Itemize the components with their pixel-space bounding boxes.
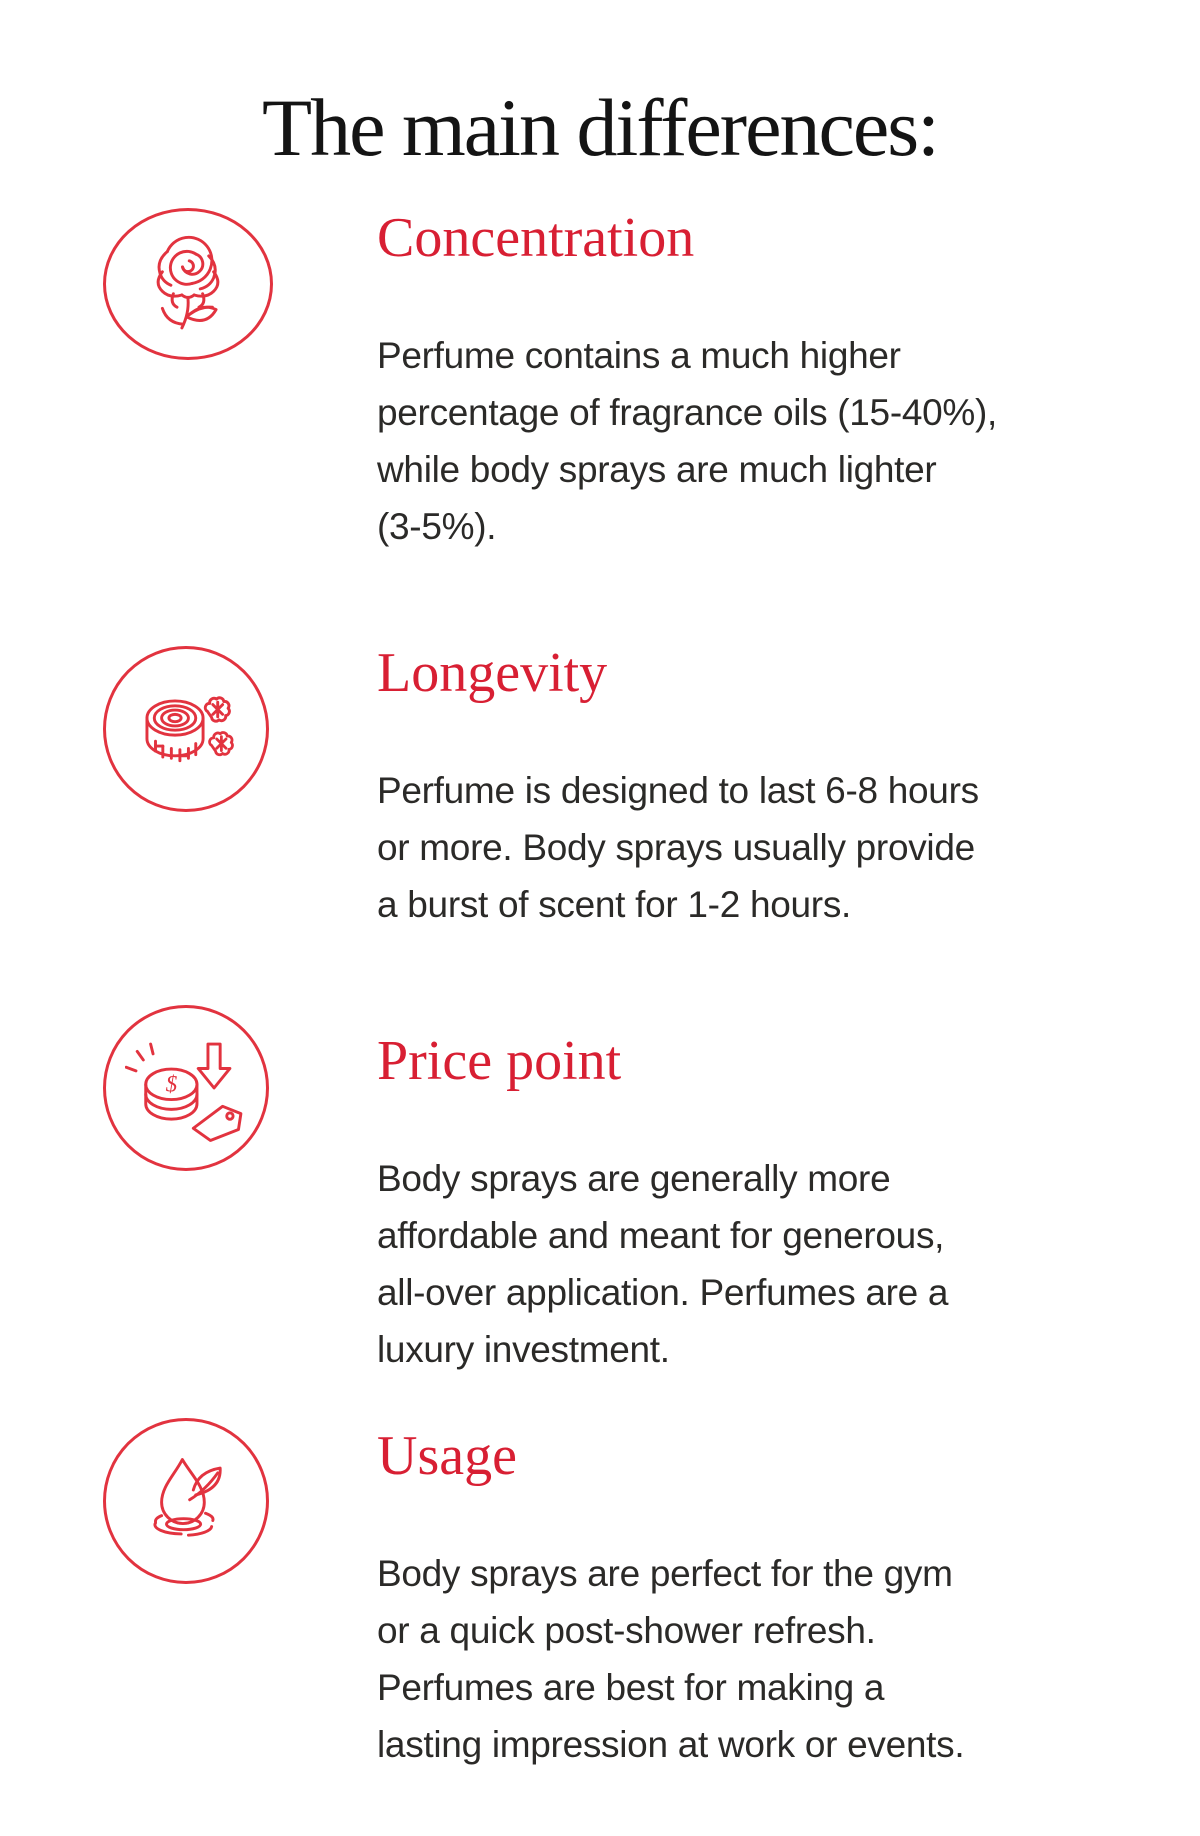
section-price-point: $ Price point Body sprays are generally …	[0, 1005, 1200, 1419]
section-concentration: Concentration Perfume contains a much hi…	[0, 196, 1200, 596]
section-longevity: Longevity Perfume is designed to last 6-…	[0, 631, 1200, 1031]
section-paragraph: Body sprays are generally more affordabl…	[377, 1158, 949, 1370]
section-heading: Usage	[377, 1425, 517, 1487]
section-heading: Longevity	[377, 642, 608, 704]
concentration-icon-circle	[103, 208, 273, 360]
section-heading: Price point	[377, 1030, 622, 1092]
section-paragraph: Perfume is designed to last 6-8 hours or…	[377, 770, 979, 925]
droplet-leaf-icon	[153, 1458, 222, 1537]
page-title: The main differences:	[262, 81, 940, 173]
section-paragraph: Perfume contains a much higher percentag…	[377, 335, 998, 547]
section-paragraph: Body sprays are perfect for the gym or a…	[377, 1553, 965, 1765]
wood-log-icon	[145, 696, 234, 763]
coins-price-tag-icon: $	[125, 1042, 243, 1142]
longevity-icon-circle	[103, 646, 269, 812]
price-point-icon-circle: $	[103, 1005, 269, 1171]
usage-icon-circle	[103, 1418, 269, 1584]
rose-icon	[156, 235, 220, 330]
section-heading: Concentration	[377, 207, 695, 269]
svg-text:$: $	[166, 1072, 178, 1098]
section-usage: Usage Body sprays are perfect for the gy…	[0, 1414, 1200, 1814]
